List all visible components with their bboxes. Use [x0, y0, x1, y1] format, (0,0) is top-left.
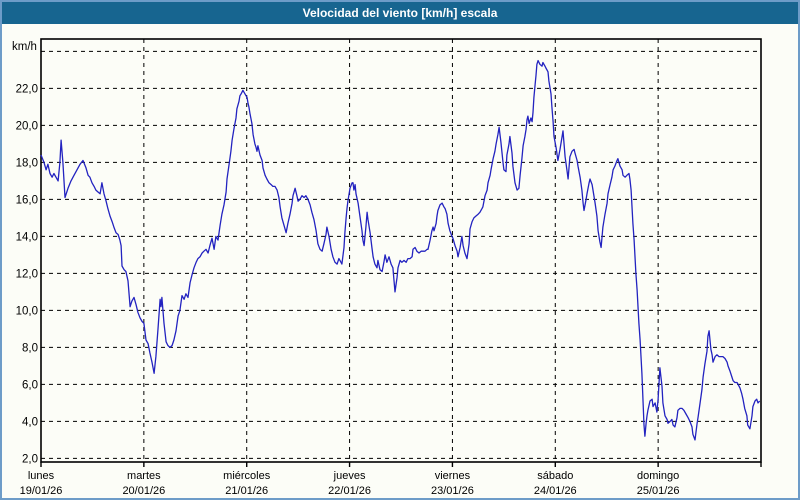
window-title-bar: Velocidad del viento [km/h] escala	[2, 2, 798, 24]
x-day-name-label: domingo	[637, 470, 679, 482]
x-day-name-label: miércoles	[223, 470, 271, 482]
y-tick-label: 10,0	[16, 305, 38, 317]
y-axis-unit-label: km/h	[12, 41, 37, 53]
y-tick-label: 12,0	[16, 268, 38, 280]
x-day-date-label: 22/01/26	[328, 485, 371, 497]
series-layer	[40, 59, 761, 441]
y-tick-label: 2,0	[22, 453, 38, 465]
x-day-name-label: viernes	[435, 470, 471, 482]
grid-layer	[40, 38, 762, 467]
x-day-name-label: jueves	[333, 470, 366, 482]
y-tick-label: 8,0	[22, 342, 38, 354]
x-day-date-label: 25/01/26	[637, 485, 680, 497]
x-day-name-label: martes	[127, 470, 161, 482]
x-day-name-label: sábado	[537, 470, 573, 482]
axis-label-layer: 22,0 20,0 18,0 16,0 14,0 12,0 10,0 8,0 6,0 4,0 2,0…	[16, 83, 680, 497]
y-tick-label: 20,0	[16, 120, 38, 132]
y-tick-label: 16,0	[16, 194, 38, 206]
y-tick-label: 14,0	[16, 231, 38, 243]
y-tick-label: 22,0	[16, 83, 38, 95]
x-day-date-label: 24/01/26	[534, 485, 577, 497]
y-tick-label: 6,0	[22, 379, 38, 391]
x-day-date-label: 20/01/26	[122, 485, 165, 497]
window-title: Velocidad del viento [km/h] escala	[302, 6, 498, 20]
x-day-date-label: 21/01/26	[225, 485, 268, 497]
plot-border	[40, 38, 762, 463]
x-day-date-label: 19/01/26	[20, 485, 63, 497]
x-day-name-label: lunes	[28, 470, 55, 482]
wind-speed-line	[40, 59, 761, 441]
x-day-date-label: 23/01/26	[431, 485, 474, 497]
y-tick-label: 4,0	[22, 416, 38, 428]
y-tick-label: 18,0	[16, 157, 38, 169]
